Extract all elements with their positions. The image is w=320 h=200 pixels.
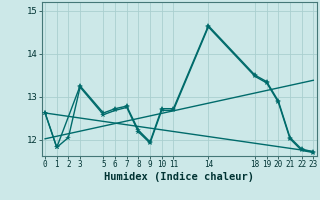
X-axis label: Humidex (Indice chaleur): Humidex (Indice chaleur) — [104, 172, 254, 182]
